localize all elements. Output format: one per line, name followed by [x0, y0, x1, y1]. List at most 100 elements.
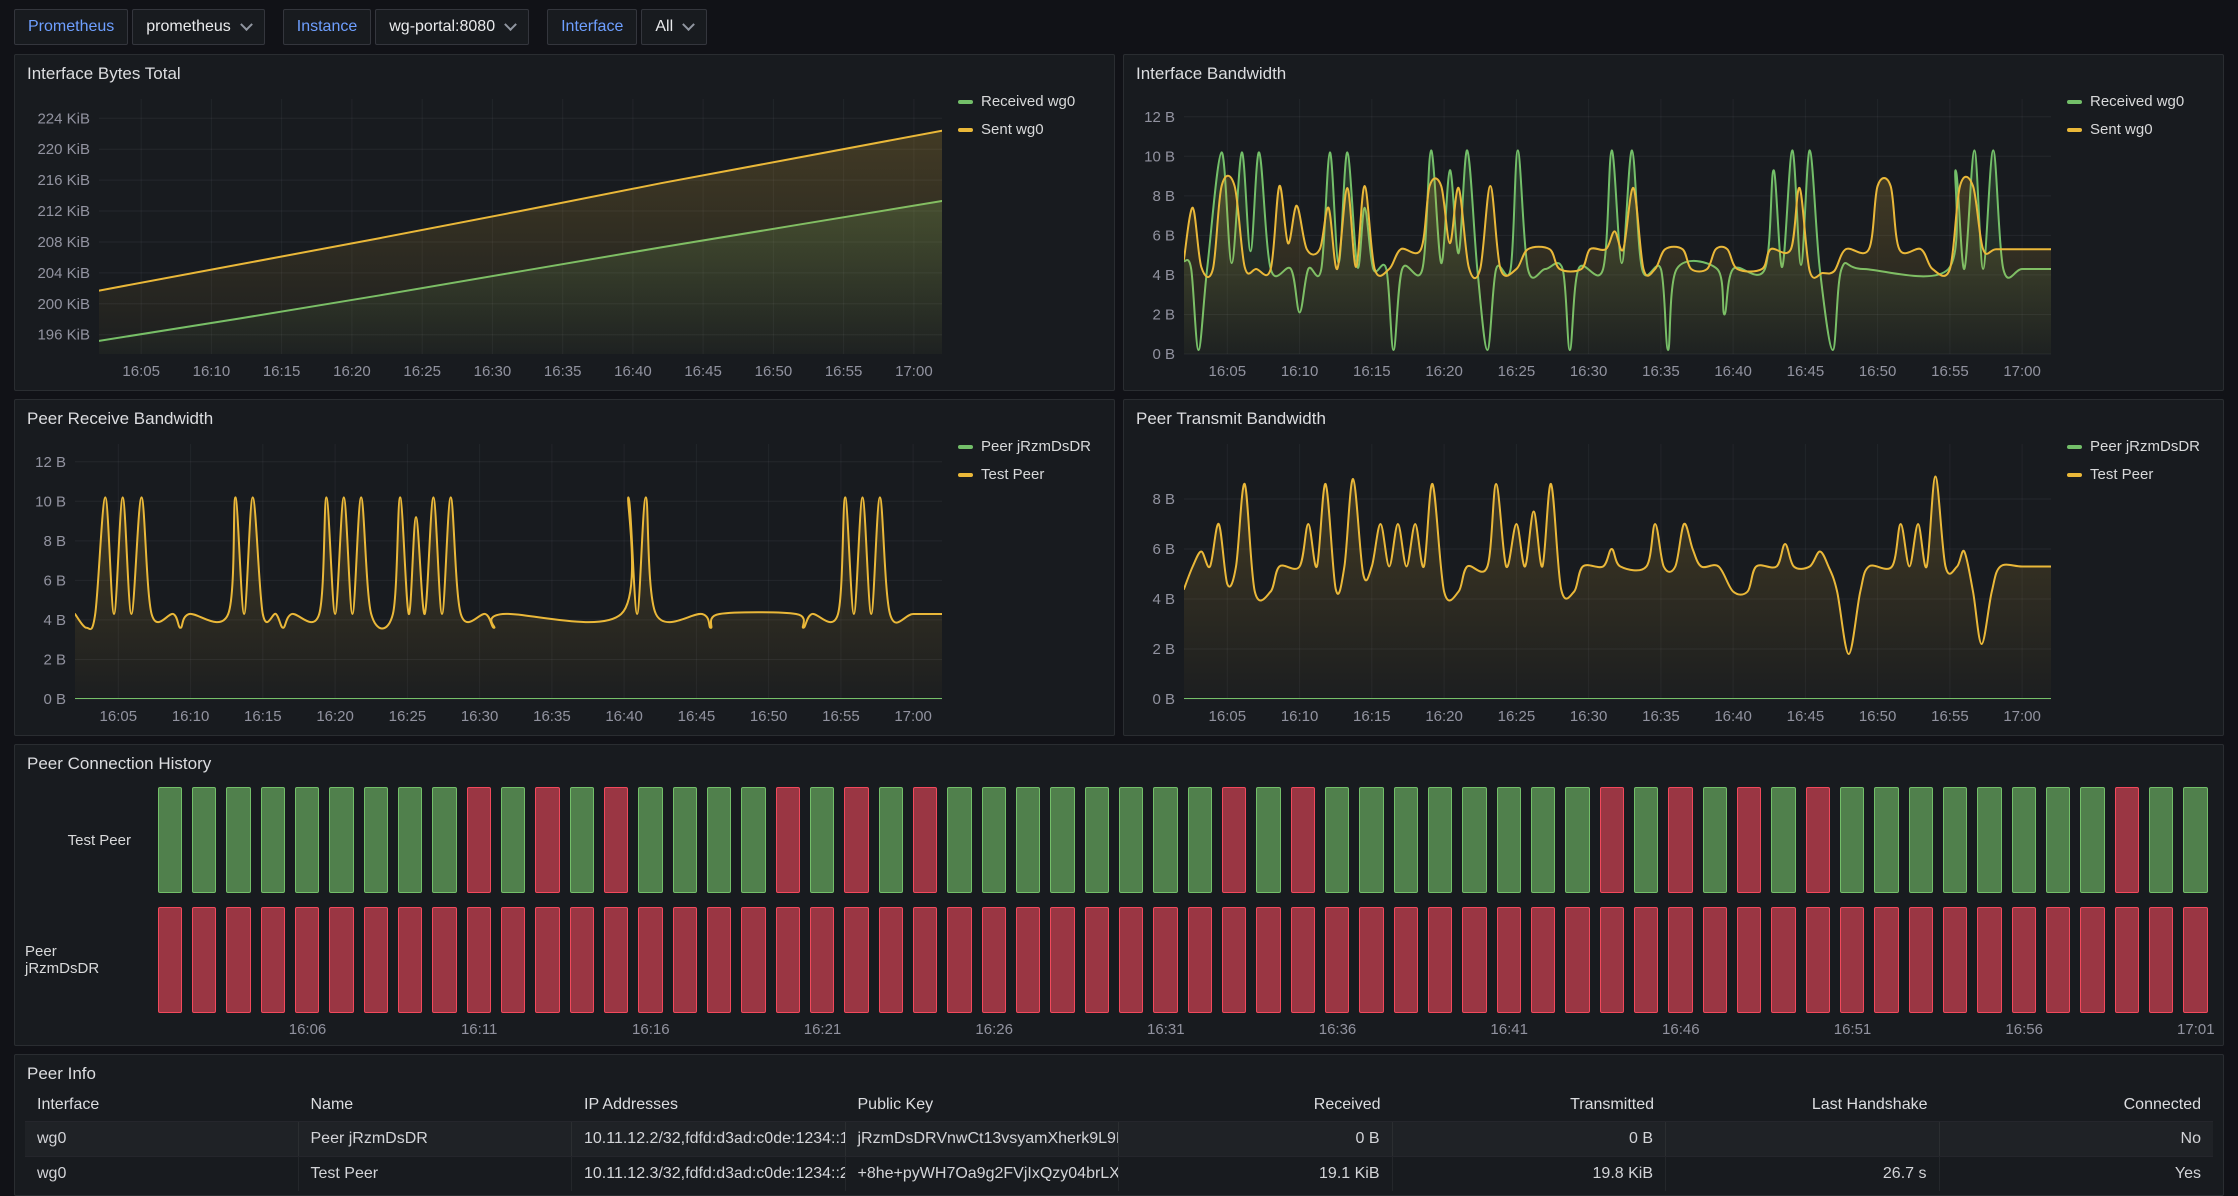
x-tick-label: 16:21 — [804, 1021, 842, 1038]
status-bar — [2115, 787, 2140, 893]
panel-title[interactable]: Interface Bandwidth — [1136, 61, 2211, 87]
status-bar — [1256, 907, 1281, 1013]
table-cell: 19.8 KiB — [1393, 1157, 1667, 1191]
column-header[interactable]: Connected — [1940, 1089, 2214, 1121]
status-bar — [810, 907, 835, 1013]
status-bar — [776, 907, 801, 1013]
status-bar — [1153, 787, 1178, 893]
legend-item[interactable]: Received wg0 — [2067, 93, 2213, 110]
column-header[interactable]: Last Handshake — [1666, 1089, 1940, 1121]
variable-label-instance[interactable]: Instance — [283, 9, 371, 45]
x-tick-label: 16:50 — [1859, 708, 1897, 725]
panel-title[interactable]: Peer Connection History — [27, 751, 2211, 777]
status-row-label: Peer jRzmDsDR — [25, 907, 153, 1013]
status-bar — [604, 907, 629, 1013]
x-tick-label: 17:01 — [2177, 1021, 2215, 1038]
status-bar — [638, 787, 663, 893]
status-bar — [844, 907, 869, 1013]
legend-series-swatch — [958, 100, 973, 104]
column-header[interactable]: Name — [299, 1089, 573, 1121]
time-series-plot[interactable]: 0 B2 B4 B6 B8 B10 B12 B16:0516:1016:1516… — [1134, 87, 2059, 384]
legend-item[interactable]: Test Peer — [2067, 466, 2213, 483]
variable-label-prometheus[interactable]: Prometheus — [14, 9, 128, 45]
variable-prometheus: Prometheus prometheus — [14, 9, 265, 45]
variable-label-interface[interactable]: Interface — [547, 9, 637, 45]
status-row-label: Test Peer — [25, 787, 153, 893]
y-tick-label: 208 KiB — [37, 234, 90, 251]
variable-dropdown-prometheus[interactable]: prometheus — [132, 9, 265, 45]
x-tick-label: 16:50 — [1859, 363, 1897, 380]
table-cell: 10.11.12.2/32,fdfd:d3ad:c0de:1234::1/128 — [572, 1122, 846, 1156]
status-bar — [1428, 907, 1453, 1013]
panel-peer-info: Peer Info InterfaceNameIP AddressesPubli… — [14, 1054, 2224, 1196]
status-bar — [192, 787, 217, 893]
y-tick-label: 6 B — [1152, 541, 1175, 558]
status-bar — [707, 787, 732, 893]
x-tick-label: 16:15 — [1353, 363, 1391, 380]
column-header[interactable]: Received — [1119, 1089, 1393, 1121]
peer-info-table: InterfaceNameIP AddressesPublic KeyRecei… — [25, 1089, 2213, 1191]
x-tick-label: 16:10 — [193, 363, 231, 380]
y-tick-label: 2 B — [1152, 307, 1175, 324]
x-tick-label: 16:11 — [461, 1021, 497, 1038]
x-tick-label: 16:20 — [333, 363, 371, 380]
table-cell: 19.1 KiB — [1119, 1157, 1393, 1191]
x-tick-label: 16:15 — [263, 363, 301, 380]
x-tick-label: 16:30 — [1570, 708, 1608, 725]
status-bar — [1222, 787, 1247, 893]
x-tick-label: 16:05 — [1209, 363, 1247, 380]
y-tick-label: 8 B — [43, 533, 66, 550]
status-bar — [1703, 907, 1728, 1013]
column-header[interactable]: Interface — [25, 1089, 299, 1121]
y-tick-label: 12 B — [1144, 109, 1175, 126]
legend-item[interactable]: Sent wg0 — [958, 121, 1104, 138]
time-series-plot[interactable]: 0 B2 B4 B6 B8 B10 B12 B16:0516:1016:1516… — [25, 432, 950, 729]
column-header[interactable]: Public Key — [846, 1089, 1120, 1121]
status-bar — [295, 907, 320, 1013]
legend-item[interactable]: Sent wg0 — [2067, 121, 2213, 138]
status-bar — [707, 907, 732, 1013]
status-bar — [2046, 787, 2071, 893]
x-tick-label: 16:25 — [389, 708, 427, 725]
legend-item[interactable]: Peer jRzmDsDR — [958, 438, 1104, 455]
legend-item[interactable]: Peer jRzmDsDR — [2067, 438, 2213, 455]
status-bar — [2012, 907, 2037, 1013]
variable-dropdown-instance[interactable]: wg-portal:8080 — [375, 9, 529, 45]
column-header[interactable]: IP Addresses — [572, 1089, 846, 1121]
time-series-plot[interactable]: 0 B2 B4 B6 B8 B16:0516:1016:1516:2016:25… — [1134, 432, 2059, 729]
x-tick-label: 16:25 — [1498, 708, 1536, 725]
x-tick-label: 16:35 — [1642, 708, 1680, 725]
status-bar — [535, 787, 560, 893]
table-cell: 0 B — [1119, 1122, 1393, 1156]
status-bar — [226, 787, 251, 893]
panel-title[interactable]: Peer Info — [27, 1061, 2211, 1087]
status-bar — [1531, 787, 1556, 893]
status-bar — [1394, 907, 1419, 1013]
legend-item[interactable]: Test Peer — [958, 466, 1104, 483]
status-bar — [1737, 787, 1762, 893]
column-header[interactable]: Transmitted — [1393, 1089, 1667, 1121]
status-bar — [1634, 787, 1659, 893]
status-bar — [570, 907, 595, 1013]
status-history-x-axis: 16:0616:1116:1616:2116:2616:3116:3616:41… — [153, 1013, 2213, 1039]
panel-title[interactable]: Peer Receive Bandwidth — [27, 406, 1102, 432]
variable-value: prometheus — [146, 18, 231, 36]
panel-title[interactable]: Interface Bytes Total — [27, 61, 1102, 87]
status-bar — [1325, 787, 1350, 893]
variable-dropdown-interface[interactable]: All — [641, 9, 707, 45]
legend-item[interactable]: Received wg0 — [958, 93, 1104, 110]
panel-title[interactable]: Peer Transmit Bandwidth — [1136, 406, 2211, 432]
status-bar — [741, 787, 766, 893]
table-cell: 10.11.12.3/32,fdfd:d3ad:c0de:1234::2/128 — [572, 1157, 846, 1191]
y-tick-label: 4 B — [1152, 591, 1175, 608]
time-series-plot[interactable]: 196 KiB200 KiB204 KiB208 KiB212 KiB216 K… — [25, 87, 950, 384]
status-bar — [1634, 907, 1659, 1013]
y-tick-label: 200 KiB — [37, 296, 90, 313]
x-tick-label: 16:06 — [289, 1021, 327, 1038]
x-tick-label: 16:05 — [122, 363, 160, 380]
status-bar — [2183, 907, 2208, 1013]
x-tick-label: 16:35 — [533, 708, 571, 725]
legend-series-swatch — [958, 128, 973, 132]
table-cell: jRzmDsDRVnwCt13vsyamXherk9L9RhR — [846, 1122, 1120, 1156]
status-bar — [1188, 907, 1213, 1013]
